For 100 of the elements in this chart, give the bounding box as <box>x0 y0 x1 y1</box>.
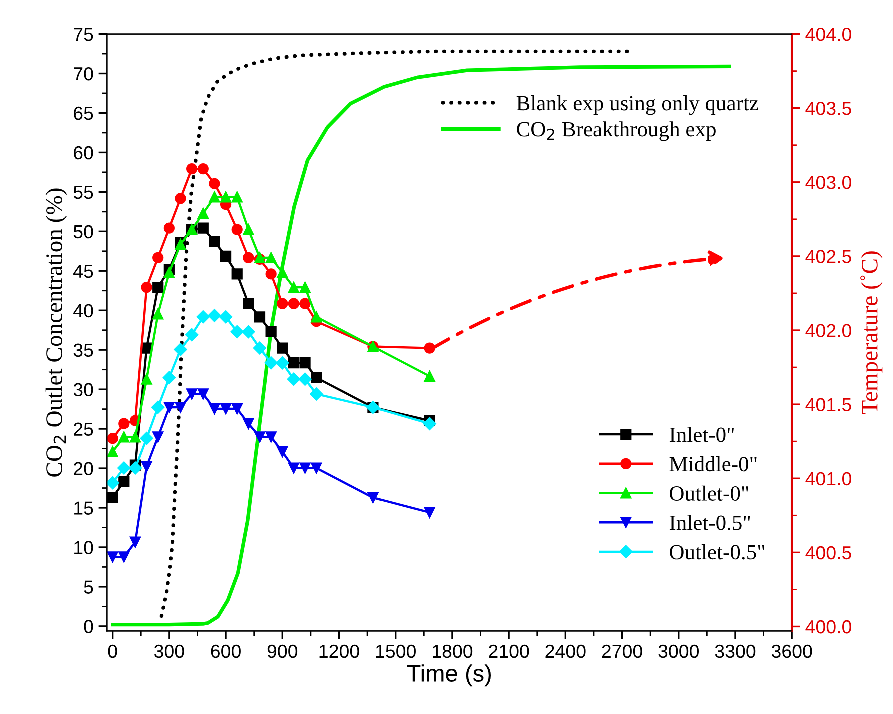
point <box>164 222 175 234</box>
point <box>232 403 243 415</box>
x-tick-label: 2700 <box>602 644 642 658</box>
point <box>232 224 243 236</box>
legend-label: Outlet-0" <box>670 486 748 501</box>
point <box>242 325 256 339</box>
legend-label: Blank exp using only quartz <box>516 96 758 116</box>
point <box>186 388 198 400</box>
y-axis-title: CO$_{2}$ Outlet Concentration (%) <box>46 188 68 477</box>
y-tick-label: 70 <box>74 67 94 81</box>
y-tick-label: 20 <box>74 462 94 476</box>
point <box>423 417 436 430</box>
point <box>254 432 266 443</box>
point <box>152 432 164 443</box>
x-tick-label: 0 <box>108 644 118 658</box>
point <box>368 492 379 504</box>
y2-tick-label: 401.0 <box>806 472 852 486</box>
x-tick-label: 1800 <box>433 644 473 658</box>
point <box>232 268 243 280</box>
point <box>264 356 278 370</box>
x-tick-label: 3300 <box>715 644 756 658</box>
y-tick-label: 0 <box>84 620 94 634</box>
point <box>141 461 152 472</box>
point <box>198 164 209 175</box>
x-tick-label: 3000 <box>658 644 700 658</box>
point <box>118 418 130 430</box>
point <box>164 402 175 414</box>
point <box>220 192 232 203</box>
y2-tick-label: 400.0 <box>806 620 852 634</box>
point <box>175 402 186 414</box>
point <box>107 446 118 458</box>
x-tick-label: 3600 <box>772 644 812 658</box>
y2-tick-label: 402.0 <box>806 324 852 338</box>
point <box>175 193 186 204</box>
legend-label: Inlet-0" <box>670 427 734 442</box>
point <box>107 433 118 444</box>
point <box>140 432 154 446</box>
x-tick-label: 900 <box>268 644 298 658</box>
point <box>288 282 300 294</box>
y-tick-label: 40 <box>74 304 94 318</box>
y-tick-label: 75 <box>74 28 94 42</box>
point <box>243 298 254 310</box>
point <box>152 308 164 320</box>
point <box>219 310 233 324</box>
point <box>287 372 301 386</box>
y2-tick-label: 404.0 <box>806 28 852 42</box>
x-tick-label: 1200 <box>320 644 360 658</box>
legend-label: Inlet-0.5" <box>670 515 750 530</box>
point <box>253 342 267 355</box>
y-tick-label: 65 <box>74 106 94 120</box>
point <box>277 342 288 354</box>
x-tick-label: 600 <box>211 644 241 658</box>
point <box>276 356 290 370</box>
point <box>130 432 142 443</box>
point <box>266 252 277 264</box>
point <box>107 552 118 563</box>
legend-label: Middle-0" <box>670 456 757 472</box>
point <box>118 552 130 563</box>
point <box>196 310 210 324</box>
point <box>243 224 254 236</box>
point <box>311 312 322 323</box>
point <box>186 164 198 175</box>
y-tick-label: 10 <box>74 541 94 554</box>
point <box>232 192 243 203</box>
point <box>208 309 222 322</box>
y2-tick-label: 402.5 <box>806 250 852 264</box>
point <box>209 192 220 203</box>
y2-tick-label: 400.5 <box>806 546 852 560</box>
point <box>300 358 311 369</box>
point <box>254 312 266 323</box>
point <box>288 358 300 369</box>
point <box>266 432 277 443</box>
point <box>174 343 188 356</box>
y2-tick-label: 403.0 <box>806 176 852 190</box>
point <box>141 282 152 294</box>
y-tick-label: 30 <box>74 383 94 397</box>
y-tick-label: 55 <box>74 186 94 200</box>
y2-axis-title: Temperature (˚C) <box>860 252 883 414</box>
point <box>424 342 436 354</box>
point <box>198 388 209 400</box>
point <box>130 536 142 548</box>
point <box>310 388 324 401</box>
point <box>298 372 312 386</box>
y-tick-label: 5 <box>84 580 94 594</box>
point <box>288 462 300 474</box>
y-tick-label: 35 <box>74 344 94 358</box>
point <box>300 282 311 294</box>
point <box>152 282 164 294</box>
point <box>152 400 165 414</box>
point <box>220 250 232 262</box>
point <box>266 326 277 338</box>
legend-label: Outlet-0.5" <box>670 544 765 560</box>
x-axis-title: Time (s) <box>407 664 491 687</box>
point <box>198 208 209 220</box>
point <box>209 236 220 248</box>
y-tick-label: 15 <box>74 502 94 515</box>
point <box>185 328 199 342</box>
x-tick-label: 300 <box>154 644 184 658</box>
point <box>424 370 436 382</box>
point <box>311 372 322 384</box>
